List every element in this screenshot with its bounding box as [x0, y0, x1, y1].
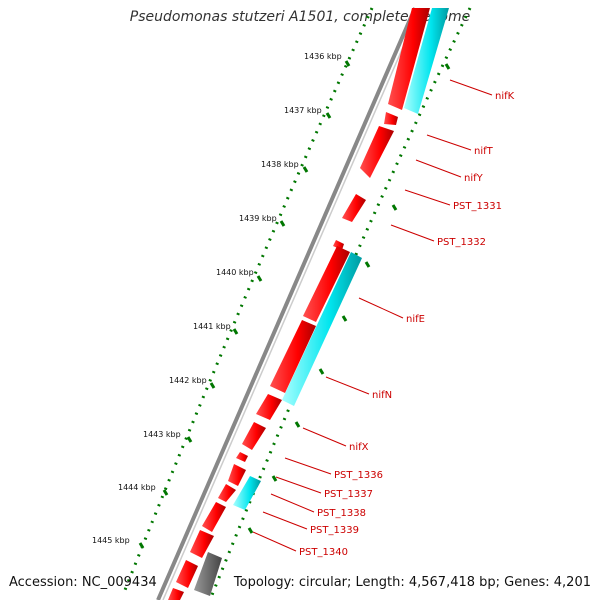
gene-feature-red-bottom-1[interactable]	[176, 560, 198, 588]
accession-label: Accession: NC_009434	[9, 575, 157, 590]
gene-feature-pst1338[interactable]	[218, 484, 236, 502]
kbp-label-1440: 1440 kbp	[216, 268, 254, 277]
gene-feature-nifN[interactable]	[270, 320, 316, 393]
gene-label-leaders	[252, 79, 493, 552]
kbp-label-1443: 1443 kbp	[143, 430, 181, 439]
gene-feature-cyan-nifE-nifN[interactable]	[282, 252, 362, 406]
kbp-label-1438: 1438 kbp	[261, 160, 299, 169]
kbp-label-1444: 1444 kbp	[118, 483, 156, 492]
kbp-label-1437: 1437 kbp	[284, 106, 322, 115]
kbp-label-1442: 1442 kbp	[169, 376, 207, 385]
outer-tick-ring	[123, 7, 374, 591]
gene-label-pst1337[interactable]: PST_1337	[324, 489, 373, 500]
gene-label-pst1331[interactable]: PST_1331	[453, 201, 502, 212]
gene-label-pst1332[interactable]: PST_1332	[437, 237, 486, 248]
gene-feature-nifK[interactable]	[388, 8, 430, 110]
backbone	[156, 7, 421, 600]
gene-feature-nifX[interactable]	[242, 422, 266, 450]
gene-feature-pst1339[interactable]	[202, 502, 226, 532]
gene-feature-red-bottom-2[interactable]	[168, 588, 184, 600]
inner-tick-ring	[208, 7, 472, 600]
kbp-label-1441: 1441 kbp	[193, 322, 231, 331]
gene-feature-nifE[interactable]	[303, 246, 350, 322]
gene-feature-cyan-pst1338[interactable]	[233, 476, 261, 510]
gene-feature-nifN-tail[interactable]	[256, 394, 282, 420]
gene-feature-pst1340[interactable]	[190, 530, 214, 558]
gene-label-nifY[interactable]: nifY	[464, 173, 484, 184]
gene-feature-cyan-nifK[interactable]	[404, 8, 449, 114]
gene-label-pst1340[interactable]: PST_1340	[299, 547, 348, 558]
gene-feature-pst1337[interactable]	[228, 464, 246, 486]
gene-label-nifE[interactable]: nifE	[406, 314, 425, 325]
gene-label-nifX[interactable]: nifX	[349, 442, 369, 453]
gene-feature-pst1331[interactable]	[342, 194, 366, 222]
kbp-label-1445: 1445 kbp	[92, 536, 130, 545]
kbp-label-1436: 1436 kbp	[304, 52, 342, 61]
gene-label-pst1336[interactable]: PST_1336	[334, 470, 383, 481]
inner-ticks	[247, 63, 451, 534]
gene-feature-nifT[interactable]	[384, 112, 398, 125]
gene-label-pst1338[interactable]: PST_1338	[317, 508, 366, 519]
genome-summary: Topology: circular; Length: 4,567,418 bp…	[233, 575, 591, 590]
gene-label-nifT[interactable]: nifT	[474, 146, 494, 157]
gene-label-pst1339[interactable]: PST_1339	[310, 525, 359, 536]
kbp-ticks	[138, 60, 351, 549]
kbp-label-1439: 1439 kbp	[239, 214, 277, 223]
map-title: Pseudomonas stutzeri A1501, complete gen…	[129, 9, 471, 25]
gene-feature-nifY[interactable]	[360, 126, 394, 178]
gene-feature-grey[interactable]	[194, 552, 222, 596]
gene-feature-pst1332[interactable]	[333, 240, 344, 250]
gene-label-nifK[interactable]: nifK	[495, 91, 515, 102]
gene-feature-pst1336[interactable]	[236, 452, 248, 462]
gene-label-nifN[interactable]: nifN	[372, 390, 392, 401]
